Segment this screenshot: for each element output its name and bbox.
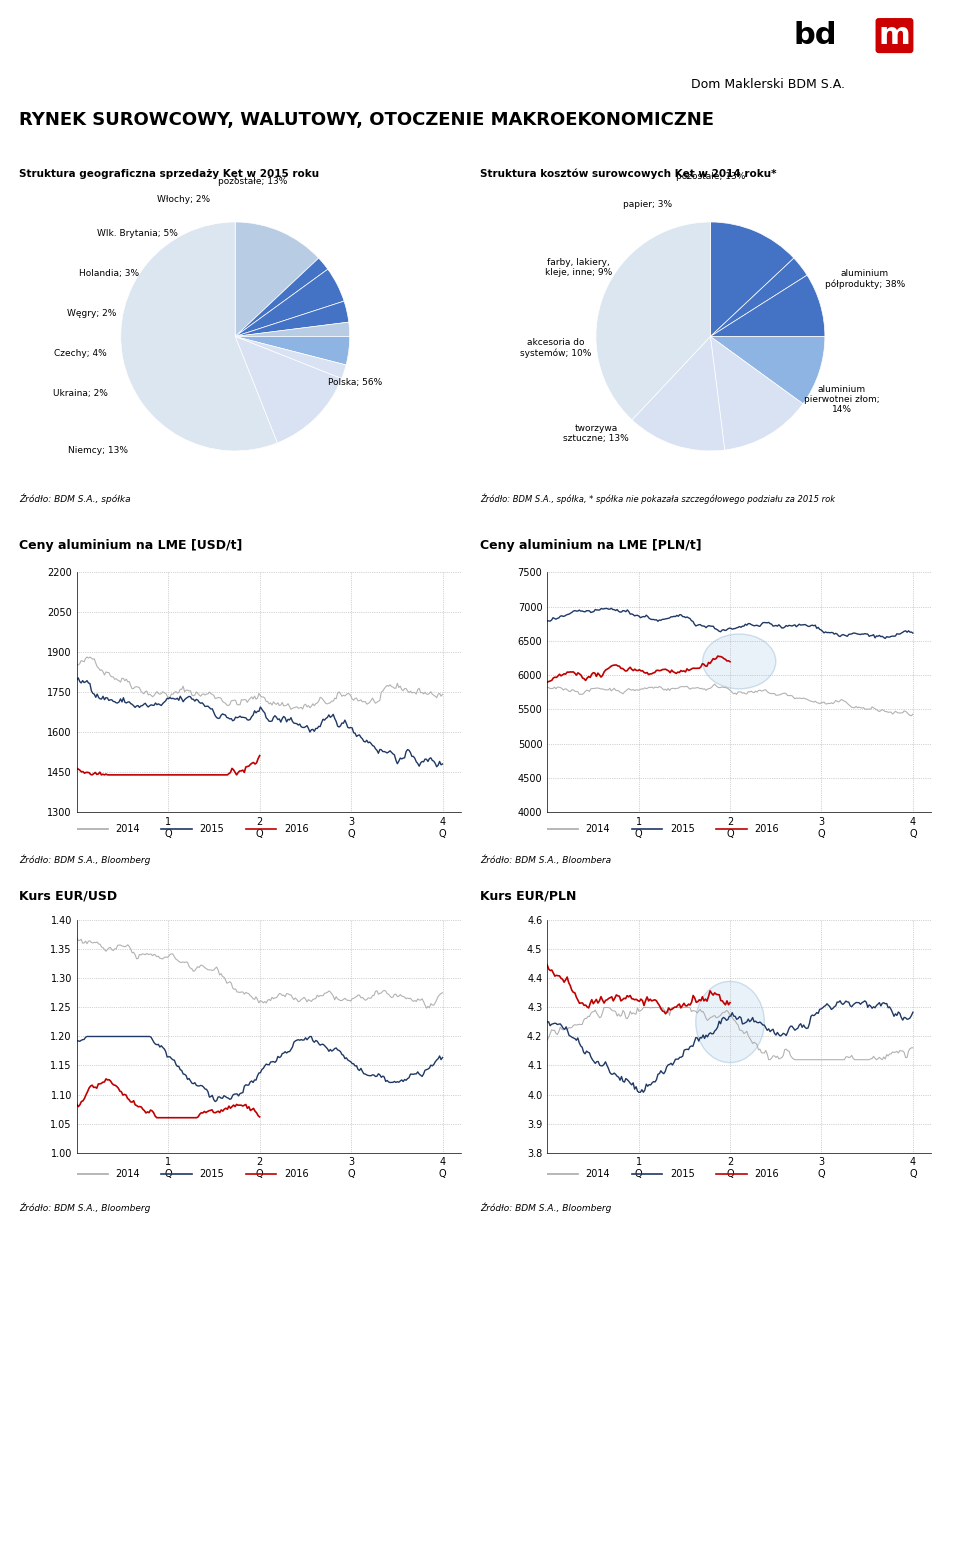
Text: Ukraina; 2%: Ukraina; 2% [53,390,108,398]
Text: Struktura kosztów surowcowych Kęt w 2014 roku*: Struktura kosztów surowcowych Kęt w 2014… [480,169,777,179]
Wedge shape [121,223,277,450]
Wedge shape [710,337,803,450]
Wedge shape [710,223,794,337]
Text: Źródło: BDM S.A., Bloomberg: Źródło: BDM S.A., Bloomberg [19,1204,151,1213]
Text: Czechy; 4%: Czechy; 4% [55,350,107,359]
Text: pozostałe; 13%: pozostałe; 13% [218,178,287,187]
Text: Ceny aluminium na LME [USD/t]: Ceny aluminium na LME [USD/t] [19,538,243,552]
Text: farby, lakiery,
kleje, inne; 9%: farby, lakiery, kleje, inne; 9% [545,258,612,277]
Text: 2015: 2015 [670,825,695,834]
Text: Włochy; 2%: Włochy; 2% [157,195,210,204]
Text: m: m [878,22,910,50]
Text: Źródło: BDM S.A., Bloombera: Źródło: BDM S.A., Bloombera [480,855,612,865]
Text: Struktura geograficzna sprzedaży Kęt w 2015 roku: Struktura geograficzna sprzedaży Kęt w 2… [19,169,320,179]
Wedge shape [235,302,348,337]
Text: 2016: 2016 [755,825,780,834]
Ellipse shape [703,634,776,688]
Wedge shape [710,275,825,337]
Text: Kurs EUR/USD: Kurs EUR/USD [19,890,117,902]
Text: 2016: 2016 [284,1170,309,1179]
Text: Źródło: BDM S.A., spółka, * spółka nie pokazała szczegółowego podziału za 2015 r: Źródło: BDM S.A., spółka, * spółka nie p… [480,493,835,504]
Text: KĘTY
RAPORT ANALITYCZNY: KĘTY RAPORT ANALITYCZNY [720,1505,860,1527]
Wedge shape [710,258,807,337]
Text: Ceny aluminium na LME [PLN/t]: Ceny aluminium na LME [PLN/t] [480,538,702,552]
Text: aluminium
półprodukty; 38%: aluminium półprodukty; 38% [825,269,905,289]
Text: 2014: 2014 [115,1170,140,1179]
Wedge shape [235,258,327,337]
Text: 2014: 2014 [586,1170,611,1179]
Text: Źródło: BDM S.A., Bloomberg: Źródło: BDM S.A., Bloomberg [19,855,151,865]
Text: papier; 3%: papier; 3% [623,200,672,209]
Text: Holandia; 3%: Holandia; 3% [80,269,139,278]
Text: aluminium
pierwotnei złom;
14%: aluminium pierwotnei złom; 14% [804,385,880,415]
Ellipse shape [696,981,764,1063]
Text: 2015: 2015 [200,1170,225,1179]
Text: 2016: 2016 [284,825,309,834]
Text: Źródło: BDM S.A., spółka: Źródło: BDM S.A., spółka [19,493,131,504]
Wedge shape [235,336,349,365]
Text: Dom Maklerski BDM S.A.: Dom Maklerski BDM S.A. [691,79,845,91]
Text: 2016: 2016 [755,1170,780,1179]
Wedge shape [235,269,344,337]
Wedge shape [235,223,319,337]
Wedge shape [235,322,349,337]
Text: akcesoria do
systemów; 10%: akcesoria do systemów; 10% [520,337,591,357]
Text: 2014: 2014 [115,825,140,834]
Text: 2014: 2014 [586,825,611,834]
Text: tworzywa
sztuczne; 13%: tworzywa sztuczne; 13% [564,424,629,444]
Wedge shape [710,337,825,404]
Wedge shape [596,221,710,419]
Text: 7: 7 [922,1508,931,1524]
Text: 2015: 2015 [200,825,225,834]
Text: Kurs EUR/PLN: Kurs EUR/PLN [480,890,576,902]
Text: RYNEK SUROWCOWY, WALUTOWY, OTOCZENIE MAKROEKONOMICZNE: RYNEK SUROWCOWY, WALUTOWY, OTOCZENIE MAK… [19,111,714,128]
Wedge shape [632,337,725,450]
Text: Wlk. Brytania; 5%: Wlk. Brytania; 5% [98,229,179,238]
Text: pozostałe; 13%: pozostałe; 13% [676,172,745,181]
Text: bd: bd [794,22,837,50]
Text: Niemcy; 13%: Niemcy; 13% [68,447,128,455]
Text: Węgry; 2%: Węgry; 2% [67,309,117,319]
Wedge shape [235,337,342,442]
Text: Źródło: BDM S.A., Bloomberg: Źródło: BDM S.A., Bloomberg [480,1204,612,1213]
Text: Polska; 56%: Polska; 56% [328,377,382,387]
Wedge shape [235,337,347,379]
Text: 2015: 2015 [670,1170,695,1179]
